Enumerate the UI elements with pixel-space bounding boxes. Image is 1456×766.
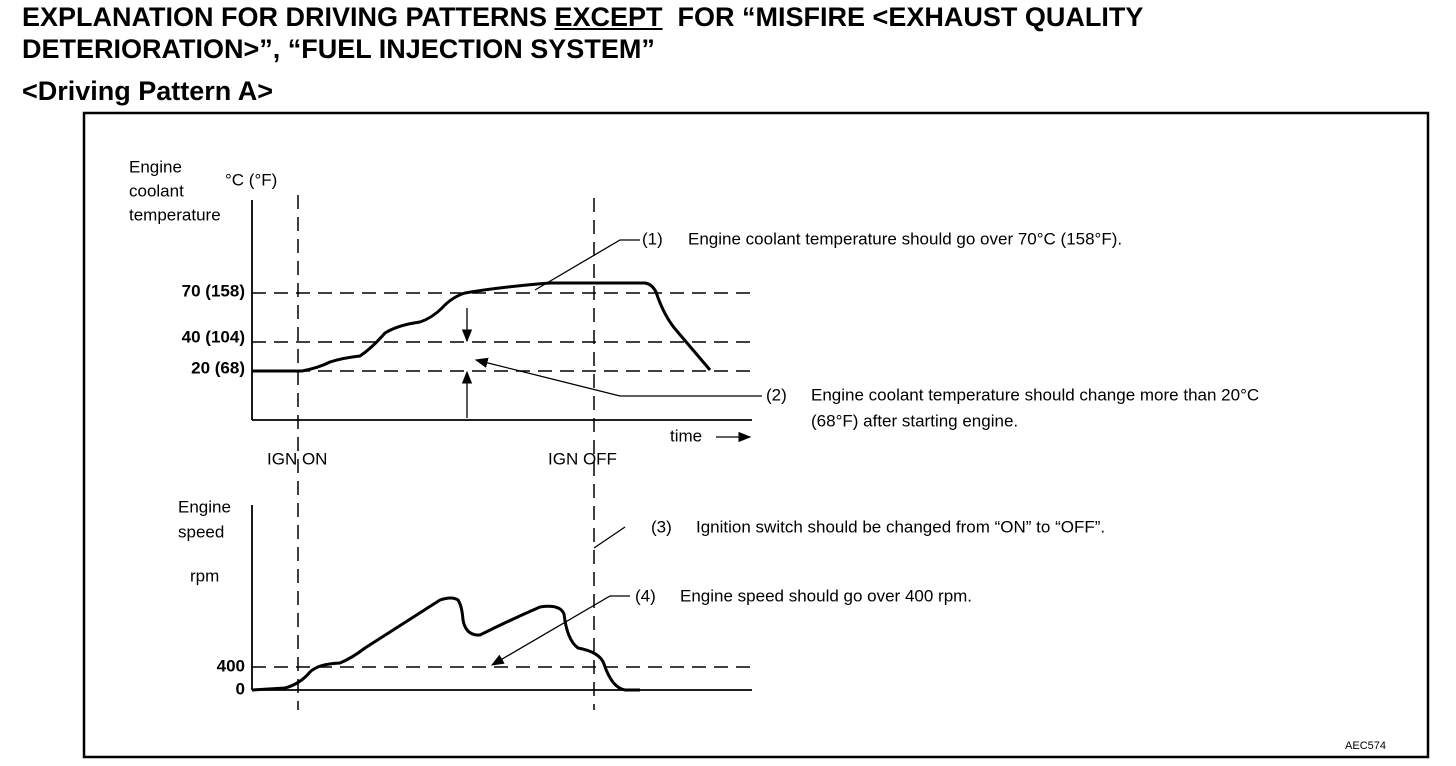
leader [593, 526, 626, 549]
temp-curve [252, 281, 712, 373]
tick-label: 400 [217, 656, 245, 675]
tick-label: 0 [236, 679, 245, 698]
note-text: Engine coolant temperature should go ove… [688, 229, 1122, 248]
note-text: Ignition switch should be changed from “… [696, 517, 1105, 536]
axis-label: coolant [129, 181, 184, 200]
frame [82, 111, 1430, 759]
ign-off-label: IGN OFF [548, 449, 617, 468]
note-number: (1) [642, 229, 663, 248]
title-line2: DETERIORATION>”, “FUEL INJECTION SYSTEM” [22, 34, 655, 64]
axis-label: speed [178, 522, 224, 541]
unit: rpm [190, 566, 219, 585]
note-text: (68°F) after starting engine. [811, 411, 1018, 430]
subtitle: <Driving Pattern A> [22, 76, 274, 106]
note-number: (4) [635, 586, 656, 605]
note-text: Engine coolant temperature should change… [811, 385, 1259, 404]
note-number: (2) [766, 385, 787, 404]
speed-curve [251, 596, 640, 692]
title-start: EXPLANATION FOR DRIVING PATTERNS [22, 2, 555, 32]
leader [490, 595, 630, 666]
note-number: (3) [651, 517, 672, 536]
leader [474, 357, 762, 397]
unit: °C (°F) [225, 170, 277, 189]
tick-label: 70 (158) [182, 281, 245, 300]
figure-id: AEC574 [1345, 740, 1386, 752]
axis-label: Engine [178, 497, 231, 516]
title-emphasis: EXCEPT [554, 2, 663, 32]
time-label: time [670, 426, 702, 445]
leader [534, 239, 640, 291]
ign-on-label: IGN ON [267, 449, 327, 468]
tick-label: 40 (104) [182, 327, 245, 346]
axis-label: temperature [129, 205, 221, 224]
note-text: Engine speed should go over 400 rpm. [680, 586, 972, 605]
tick-label: 20 (68) [191, 358, 245, 377]
title: EXPLANATION FOR DRIVING PATTERNS EXCEPT … [22, 2, 1143, 32]
axis-label: Engine [129, 157, 182, 176]
title-end: FOR “MISFIRE <EXHAUST QUALITY [662, 2, 1144, 32]
